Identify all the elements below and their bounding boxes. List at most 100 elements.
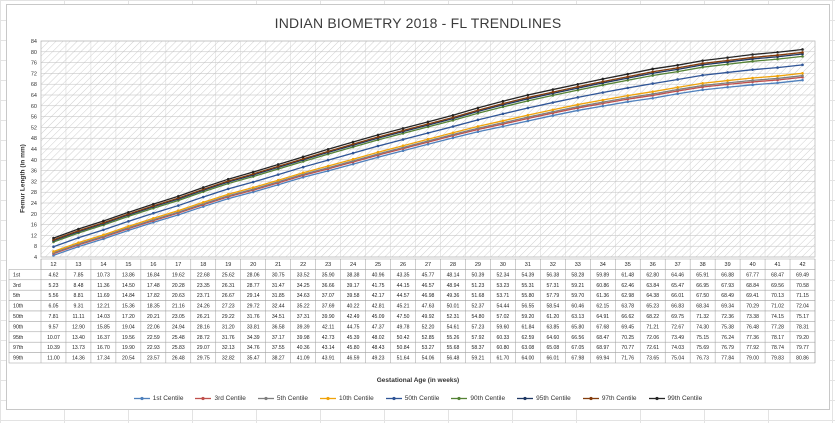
- legend-item: 50th Centile: [385, 395, 439, 402]
- data-label: 60.86: [596, 283, 609, 289]
- data-point: [551, 94, 555, 97]
- data-label: 49.78: [397, 324, 410, 330]
- legend-label: 90th Centile: [470, 395, 506, 402]
- data-label: 59.20: [521, 314, 534, 320]
- data-label: 62.59: [521, 335, 534, 341]
- data-label: 58.54: [546, 304, 559, 310]
- data-point: [801, 71, 804, 75]
- data-label: 64.60: [546, 335, 559, 341]
- data-label: 27.23: [222, 304, 235, 310]
- data-label: 7.81: [49, 314, 59, 320]
- data-point: [226, 197, 230, 200]
- data-label: 25.48: [172, 335, 185, 341]
- data-point: [701, 62, 704, 65]
- data-point: [501, 125, 505, 128]
- x-tick-label: 37: [675, 262, 681, 268]
- data-label: 68.47: [596, 335, 609, 341]
- data-label: 70.25: [621, 335, 634, 341]
- data-label: 54.80: [472, 314, 485, 320]
- data-point: [351, 151, 355, 155]
- data-label: 40.36: [297, 345, 310, 351]
- x-tick-label: 24: [350, 262, 356, 268]
- data-label: 58.37: [472, 345, 485, 351]
- data-label: 16.37: [97, 335, 110, 341]
- data-label: 65.80: [571, 324, 584, 330]
- data-point: [626, 94, 630, 97]
- data-label: 32.82: [222, 356, 235, 362]
- data-label: 63.84: [646, 283, 659, 289]
- data-label: 40.96: [372, 272, 385, 278]
- data-point: [301, 155, 305, 159]
- data-label: 71.15: [796, 293, 809, 299]
- y-tick-label: 36: [31, 169, 37, 175]
- data-label: 24.94: [172, 324, 185, 330]
- data-point: [601, 80, 605, 83]
- data-label: 67.77: [746, 272, 759, 278]
- data-label: 62.15: [596, 304, 609, 310]
- data-label: 23.71: [197, 293, 210, 299]
- data-point: [501, 112, 505, 116]
- y-tick-label: 16: [31, 223, 37, 229]
- data-label: 69.41: [746, 293, 759, 299]
- y-tick-label: 64: [31, 93, 37, 99]
- data-point: [601, 77, 605, 81]
- data-label: 13.40: [72, 335, 85, 341]
- data-label: 52.31: [447, 314, 460, 320]
- legend-item: 97th Centile: [582, 395, 637, 402]
- data-label: 41.09: [297, 356, 310, 362]
- data-label: 45.09: [372, 314, 385, 320]
- data-label: 66.83: [671, 304, 684, 310]
- data-label: 48.43: [372, 345, 385, 351]
- legend-label: 97th Centile: [601, 395, 637, 402]
- x-tick-label: 33: [575, 262, 581, 268]
- data-label: 45.39: [347, 335, 360, 341]
- data-point: [726, 62, 729, 66]
- data-label: 58.28: [571, 272, 584, 278]
- data-point: [751, 56, 754, 59]
- data-label: 57.31: [546, 283, 559, 289]
- data-point: [651, 74, 655, 77]
- data-label: 10.39: [47, 345, 60, 351]
- data-label: 17.48: [147, 283, 160, 289]
- data-point: [726, 59, 729, 62]
- data-point: [576, 85, 580, 89]
- data-point: [201, 195, 205, 199]
- data-label: 73.65: [646, 356, 659, 362]
- data-point: [701, 65, 704, 69]
- data-point: [376, 133, 380, 137]
- data-label: 70.58: [796, 283, 809, 289]
- x-tick-label: 29: [475, 262, 481, 268]
- data-label: 63.13: [571, 314, 584, 320]
- legend-marker: [201, 396, 206, 401]
- data-label: 79.00: [746, 356, 759, 362]
- data-label: 62.98: [621, 293, 634, 299]
- y-tick-label: 20: [31, 212, 37, 218]
- data-point: [276, 165, 280, 168]
- data-label: 77.28: [771, 324, 784, 330]
- data-point: [201, 205, 205, 208]
- x-tick-label: 19: [225, 262, 231, 268]
- data-point: [127, 211, 130, 214]
- data-point: [676, 88, 679, 91]
- y-tick-label: 84: [31, 39, 37, 45]
- y-tick-label: 72: [31, 71, 37, 77]
- data-label: 40.22: [347, 304, 360, 310]
- legend-label: 3rd Centile: [214, 395, 246, 402]
- data-point: [576, 109, 580, 112]
- data-label: 47.50: [397, 314, 410, 320]
- data-label: 41.75: [372, 283, 385, 289]
- data-point: [376, 135, 380, 139]
- data-label: 55.80: [521, 293, 534, 299]
- data-label: 25.83: [172, 345, 185, 351]
- data-point: [301, 165, 305, 169]
- data-label: 66.88: [721, 272, 734, 278]
- data-label: 71.02: [771, 304, 784, 310]
- x-tick-label: 21: [275, 262, 281, 268]
- data-point: [801, 63, 804, 67]
- x-tick-label: 13: [75, 262, 81, 268]
- data-point: [776, 74, 779, 78]
- table-row-label: 95th: [13, 335, 23, 341]
- legend-label: 5th Centile: [276, 395, 308, 402]
- data-point: [301, 157, 305, 161]
